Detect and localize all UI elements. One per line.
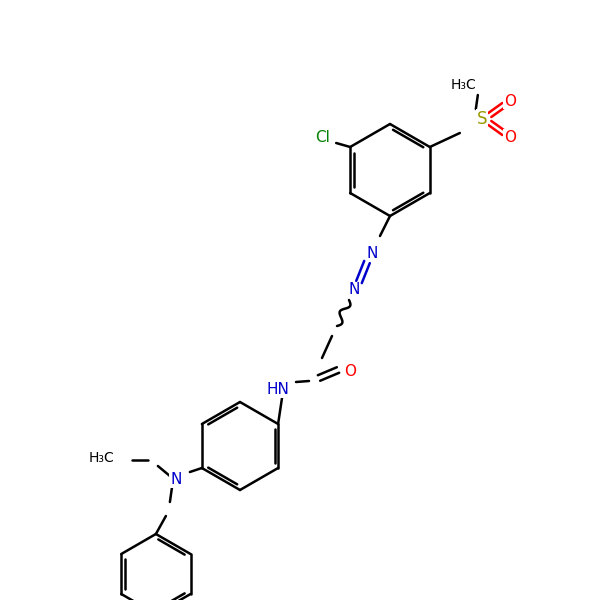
Text: Cl: Cl [315,130,329,145]
Text: O: O [504,94,516,109]
Text: H₃C: H₃C [88,451,114,465]
Text: HN: HN [266,383,289,397]
Text: O: O [344,364,356,379]
Text: S: S [476,110,487,128]
Text: N: N [349,283,359,298]
Text: H₃C: H₃C [451,78,477,92]
Text: N: N [170,473,182,487]
Text: N: N [367,247,377,262]
Text: O: O [504,130,516,145]
